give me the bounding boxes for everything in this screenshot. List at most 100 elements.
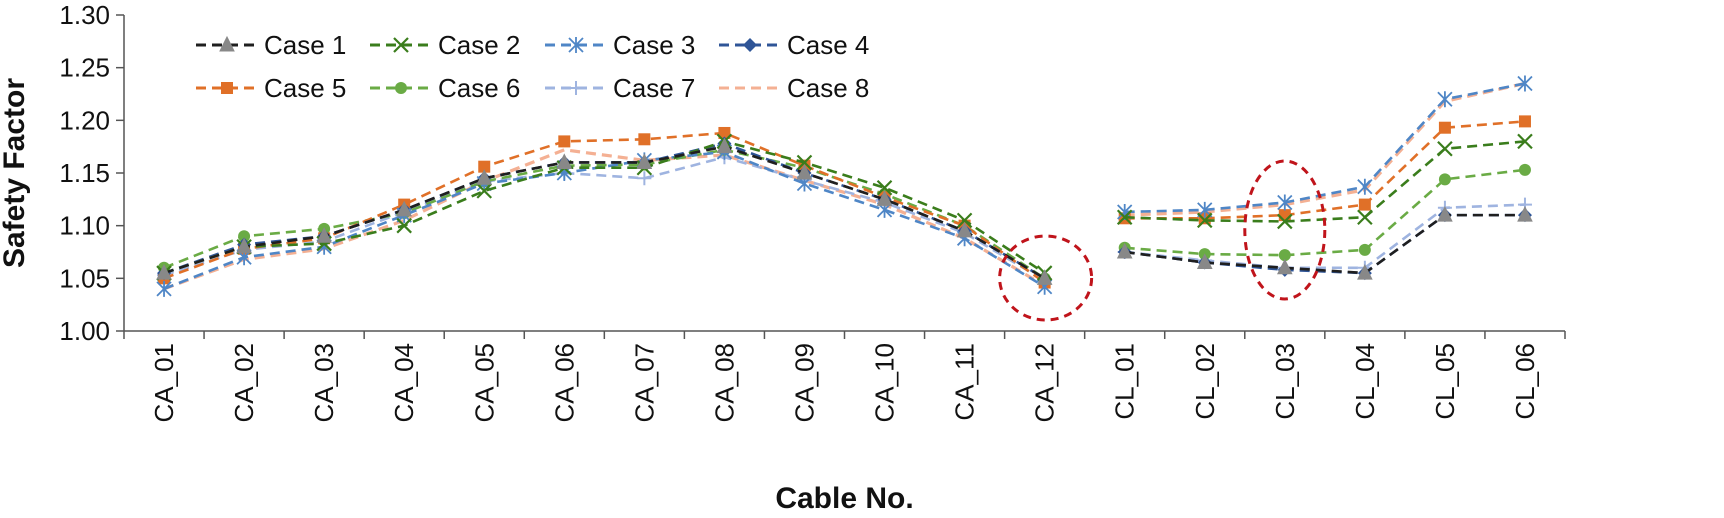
series-line [163, 148, 1046, 291]
diamond-marker [743, 38, 757, 52]
series-case-1 [156, 137, 1533, 285]
x-tick-label: CL_06 [1510, 343, 1540, 420]
series-line [163, 145, 1046, 280]
y-ticks: 1.00 1.05 1.10 1.15 1.20 1.25 1.30 [59, 0, 124, 346]
square-marker [478, 160, 491, 173]
square-marker [1358, 198, 1371, 211]
legend-label: Case 7 [613, 73, 695, 103]
x-marker [393, 37, 409, 53]
legend-item: Case 4 [719, 30, 869, 60]
square-marker [718, 126, 731, 139]
series-case-5 [158, 115, 1531, 289]
series-line [1124, 203, 1526, 270]
triangle-marker [219, 35, 235, 52]
x-tick-label: CA_09 [789, 343, 819, 423]
x-tick-label: CL_05 [1430, 343, 1460, 420]
legend-label: Case 2 [438, 30, 520, 60]
y-tick-label: 1.00 [59, 316, 110, 346]
triangle-marker [1116, 242, 1133, 259]
series-line [1124, 213, 1525, 275]
highlight-circle [998, 234, 1094, 322]
axes [123, 15, 1565, 332]
square-marker [221, 82, 233, 94]
triangle-marker [1437, 206, 1453, 222]
circle-marker [1278, 249, 1291, 262]
legend-label: Case 8 [787, 73, 869, 103]
x-tick-label: CA_12 [1030, 343, 1060, 423]
x-tick-label: CL_02 [1190, 343, 1220, 420]
circle-marker [238, 230, 251, 243]
series-line [1124, 168, 1526, 257]
x-tick-label: CA_05 [469, 343, 499, 423]
legend-item: Case 3 [545, 30, 695, 60]
x-tick-label: CA_04 [389, 343, 419, 423]
x-ticks: CA_01 CA_02 CA_03 CA_04 CA_05 CA_06 CA_07 CA_08… [123, 331, 1566, 423]
triangle-marker [476, 169, 493, 185]
asterisk-marker [1357, 178, 1373, 195]
x-marker [1277, 213, 1293, 230]
x-tick-label: CL_03 [1270, 343, 1300, 420]
legend-label: Case 3 [613, 30, 695, 60]
x-tick-label: CL_04 [1350, 343, 1380, 420]
highlight-circles [998, 159, 1327, 322]
x-marker [1517, 133, 1533, 150]
x-tick-label: CA_03 [309, 343, 339, 423]
triangle-marker [636, 153, 653, 169]
x-tick-label: CL_01 [1110, 343, 1140, 420]
triangle-marker [1036, 269, 1053, 285]
circle-marker [1438, 173, 1451, 186]
series-group [156, 75, 1533, 297]
x-marker [1196, 212, 1213, 229]
series-line [163, 148, 1046, 280]
x-marker [1116, 209, 1133, 226]
triangle-marker [396, 200, 413, 217]
legend-label: Case 1 [264, 30, 346, 60]
plus-marker [569, 81, 583, 95]
x-tick-label: CA_10 [870, 343, 900, 423]
series-case-8 [163, 81, 1526, 291]
series-line [1124, 120, 1526, 220]
y-tick-label: 1.05 [59, 263, 110, 293]
triangle-marker [1196, 253, 1213, 270]
x-axis-label: Cable No. [775, 482, 913, 515]
circle-marker [1518, 163, 1531, 176]
series-case-6 [158, 143, 1531, 285]
legend-label: Case 6 [438, 73, 520, 103]
series-line [163, 155, 1046, 282]
square-marker [1278, 209, 1291, 222]
square-marker [638, 133, 651, 146]
plus-marker [637, 171, 652, 186]
asterisk-marker [1517, 75, 1533, 92]
y-axis-label: Safety Factor [0, 78, 31, 268]
series-line [1124, 82, 1526, 214]
triangle-marker [556, 153, 573, 169]
asterisk-marker [1437, 91, 1453, 108]
legend: Case 1 Case 2 Case 3 Case 4 Case 5 Case 6 Case… [196, 30, 869, 103]
triangle-marker [876, 190, 893, 206]
square-marker [1438, 121, 1451, 134]
legend-item: Case 1 [196, 30, 346, 60]
series-line [1124, 81, 1526, 217]
series-line [163, 150, 1046, 291]
series-case-2 [156, 133, 1533, 281]
legend-label: Case 4 [787, 30, 869, 60]
legend-item: Case 8 [719, 73, 869, 103]
x-marker [956, 212, 973, 229]
x-marker [876, 179, 893, 196]
legend-item: Case 6 [370, 73, 520, 103]
series-line [163, 131, 1046, 284]
x-marker [1437, 140, 1453, 157]
x-tick-label: CA_01 [149, 343, 179, 423]
legend-label: Case 5 [264, 73, 346, 103]
circle-marker [395, 82, 407, 94]
x-tick-label: CA_06 [549, 343, 579, 423]
triangle-marker [1517, 206, 1533, 222]
legend-item: Case 2 [370, 30, 520, 60]
x-marker [796, 154, 813, 171]
triangle-marker [716, 137, 733, 154]
asterisk-marker [156, 280, 172, 297]
asterisk-marker [568, 37, 584, 53]
x-tick-label: CA_07 [629, 343, 659, 423]
x-marker [396, 217, 412, 234]
